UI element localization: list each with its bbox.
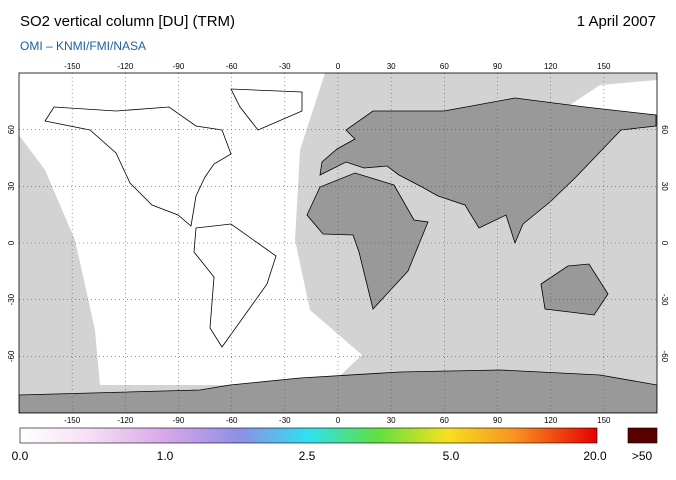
lon-tick-label: 90 [493,62,502,71]
lat-tick-label: -30 [7,293,16,305]
lat-tick-label: 60 [7,125,16,134]
colorbar-label: 1.0 [157,449,174,463]
lon-tick-label: -150 [64,62,81,71]
lon-tick-label: 60 [440,416,449,425]
lon-tick-label: -120 [117,62,134,71]
date: 1 April 2007 [577,13,656,30]
lon-tick-label: 0 [336,416,341,425]
lon-tick-label: 120 [544,416,558,425]
lon-tick-label: 150 [597,416,611,425]
lon-tick-label: 30 [387,416,396,425]
south-america [193,223,277,348]
eurasia [319,97,657,245]
lon-tick-label: 60 [440,62,449,71]
lat-tick-label: 30 [7,181,16,190]
lon-tick-label: 0 [336,62,341,71]
lon-tick-label: 120 [544,62,558,71]
lon-tick-label: -90 [173,416,185,425]
colorbar [19,427,598,444]
swath [19,73,362,385]
antarctica [19,369,657,413]
colorbar-label: 2.5 [299,449,316,463]
lon-tick-label: -30 [279,416,291,425]
colorbar-label: >50 [632,449,653,463]
lon-tick-label: -60 [226,416,238,425]
lon-tick-label: 30 [387,62,396,71]
australia [540,263,609,316]
graticule [19,73,657,413]
lon-tick-label: -60 [226,62,238,71]
greenland [230,88,303,131]
lat-tick-label: 60 [660,125,669,134]
colorbar-label: 0.0 [12,449,29,463]
lon-tick-label: -150 [64,416,81,425]
lon-tick-label: 150 [597,62,611,71]
overflow-swatch [627,427,658,444]
lat-tick-label: 30 [660,182,669,191]
lat-tick-label: -30 [660,294,669,306]
colorbar-label: 5.0 [443,449,460,463]
title: SO2 vertical column [DU] (TRM) [20,13,235,30]
lat-tick-label: 0 [7,240,16,245]
lon-tick-label: -90 [173,62,185,71]
lat-tick-label: -60 [660,351,669,363]
lat-tick-label: 0 [660,241,669,246]
lon-tick-label: -120 [117,416,134,425]
lon-tick-label: -30 [279,62,291,71]
map-frame [18,72,658,414]
lon-tick-label: 90 [493,416,502,425]
map [19,73,657,413]
colorbar-label: 20.0 [583,449,607,463]
lat-tick-label: -60 [7,350,16,362]
africa [306,172,429,310]
subtitle: OMI – KNMI/FMI/NASA [20,39,146,53]
